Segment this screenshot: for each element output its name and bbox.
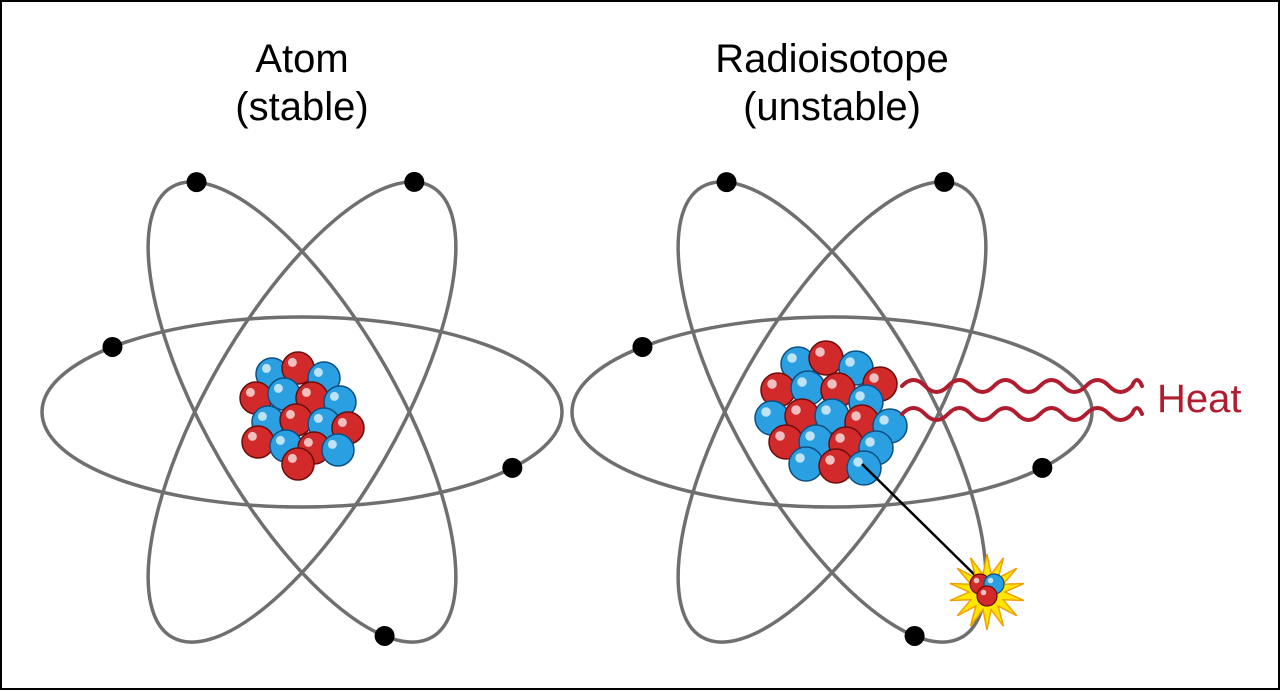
diagram-frame: Atom(stable) Radioisotope(unstable) Heat [0, 0, 1280, 690]
neutron [847, 451, 881, 485]
electron [934, 172, 954, 192]
neutron [789, 447, 823, 481]
electron [404, 172, 424, 192]
proton [242, 426, 274, 458]
electron [502, 458, 522, 478]
heat-label: Heat [1157, 377, 1242, 421]
nucleus [755, 341, 907, 485]
emitted-proton [977, 586, 997, 606]
electron [102, 337, 122, 357]
electron [717, 172, 737, 192]
electron [187, 172, 207, 192]
electron [1032, 458, 1052, 478]
nucleus [240, 352, 364, 480]
electron [375, 626, 395, 646]
proton [809, 341, 843, 375]
electron [632, 337, 652, 357]
title: Radioisotope(unstable) [715, 37, 949, 129]
proton [282, 448, 314, 480]
neutron [322, 434, 354, 466]
electron [905, 626, 925, 646]
heat-wave [902, 380, 1142, 392]
atom-diagram-svg: Atom(stable) Radioisotope(unstable) Heat [2, 2, 1280, 692]
title: Atom(stable) [235, 37, 368, 129]
